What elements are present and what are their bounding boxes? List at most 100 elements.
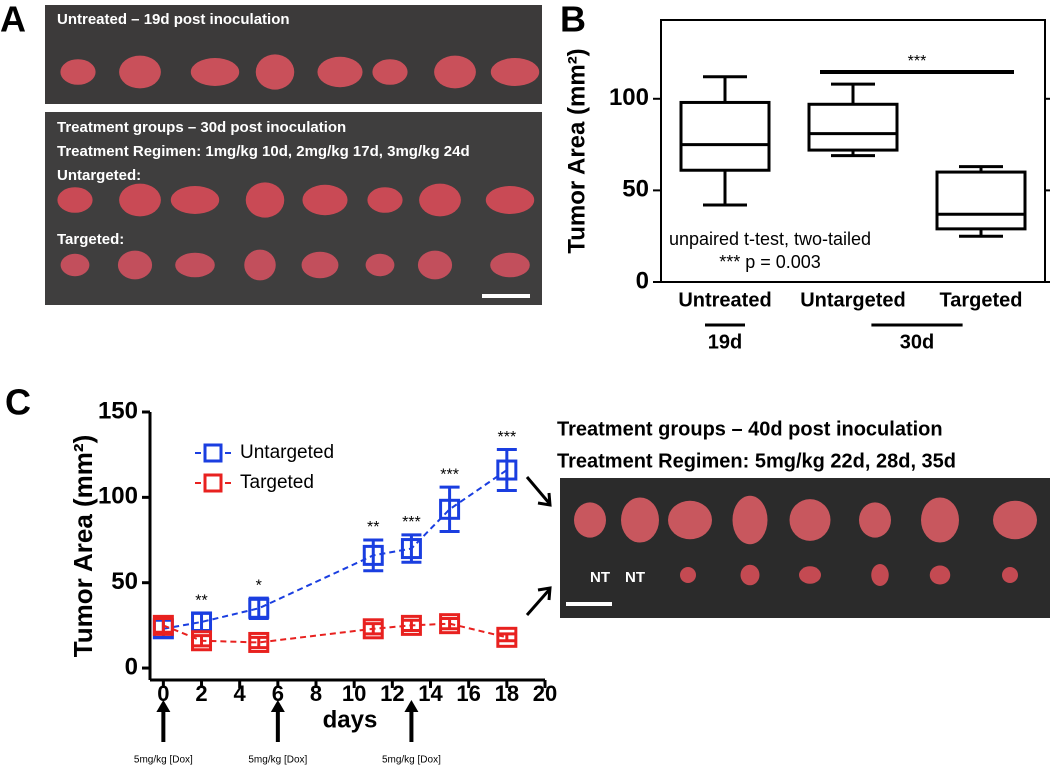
x-tick-label: 14 [418,681,443,706]
note: unpaired t-test, two-tailed [669,229,871,249]
x-tick-label: 8 [310,681,322,706]
box [935,170,1027,231]
point [439,498,461,520]
point [400,538,422,560]
nt-label: NT [625,569,645,586]
photo-caption: Untreated – 19d post inoculation [57,11,290,28]
photo-caption: Treatment groups – 40d post inoculation [557,418,943,440]
y-tick-label: 0 [636,267,649,294]
significance-label: *** [908,53,927,70]
tumor [732,495,768,545]
photo-treatment [45,112,542,305]
tumor [372,59,408,85]
tumor [621,497,659,543]
x-tick-label: 0 [157,681,169,706]
significance-label: ** [195,593,207,610]
tumor [490,58,540,86]
nt-label: NT [590,569,610,586]
dose-label: 5mg/kg [Dox] [248,755,307,766]
x-axis-label: days [323,706,378,733]
point [439,613,461,635]
note: *** p = 0.003 [719,252,821,272]
tumor [799,566,821,584]
dose-arrowhead [270,700,285,712]
point [362,544,384,566]
tumors [57,54,1037,586]
tumor [119,183,161,217]
significance-label: * [256,577,262,594]
dose-arrowhead [156,700,171,712]
tumor [365,253,395,277]
dose-label: 5mg/kg [Dox] [134,755,193,766]
tumor [367,187,403,213]
x-tick-label: 6 [272,681,284,706]
tumor [859,502,891,538]
tumor [301,251,339,279]
box [679,100,771,172]
point [362,618,384,640]
y-axis-label: Tumor Area (mm²) [68,435,98,657]
tumor [789,499,831,541]
tumor [57,187,93,213]
tumor [317,56,363,88]
x-tick-label: 4 [234,681,247,706]
tumor [485,186,535,214]
y-tick-label: 50 [622,176,649,203]
legend-label: Untargeted [240,442,334,463]
x-tick-label: 2 [195,681,207,706]
y-tick-label: 50 [111,568,138,595]
x-tick-label: 20 [533,681,557,706]
tumor [175,252,215,278]
legend-symbol [203,443,223,463]
x-tick-label: Untreated [678,289,771,311]
y-axis-label: Tumor Area (mm²) [563,48,590,253]
tumor [255,54,295,90]
tumor [170,186,220,214]
x-tick-label: 16 [456,681,480,706]
box [807,102,899,152]
tumor [871,564,889,586]
significance-label: *** [497,429,516,446]
tumor [668,500,712,540]
x-tick-label: 12 [380,681,404,706]
point [248,631,270,653]
group-label: 19d [708,331,742,353]
panel-label: C [5,382,31,423]
tumor [434,55,476,89]
tumor [993,500,1037,540]
point [400,614,422,636]
y-tick-label: 100 [98,483,138,510]
plot-frame [660,19,1046,283]
tumor [119,55,161,89]
point [191,630,213,652]
photo-caption: Treatment groups – 30d post inoculation [57,119,346,136]
significance-label: *** [440,466,459,483]
tumor [419,183,461,217]
tumor [1002,567,1018,583]
y-tick-label: 0 [125,653,138,680]
photo-caption: Treatment Regimen: 5mg/kg 22d, 28d, 35d [557,450,956,472]
point [152,614,174,636]
tumor [574,502,606,538]
y-tick-label: 150 [98,397,138,424]
row-label: Targeted: [57,231,124,248]
panel-label: B [560,0,586,40]
tumor [117,250,153,280]
x-tick-label: 18 [495,681,519,706]
tumor [417,250,453,280]
tumor [680,567,696,583]
legend-symbol [203,473,223,493]
tumor [190,58,240,86]
dose-arrowhead [404,700,419,712]
legend-label: Targeted [240,472,314,493]
point [496,626,518,648]
tumor [740,564,760,586]
x-tick-label: Untargeted [800,289,906,311]
tumor [60,253,90,277]
panel-label: A [0,0,26,40]
tumor [921,497,959,543]
x-tick-label: 10 [342,681,366,706]
tumor [490,252,530,278]
tumor [245,182,285,218]
